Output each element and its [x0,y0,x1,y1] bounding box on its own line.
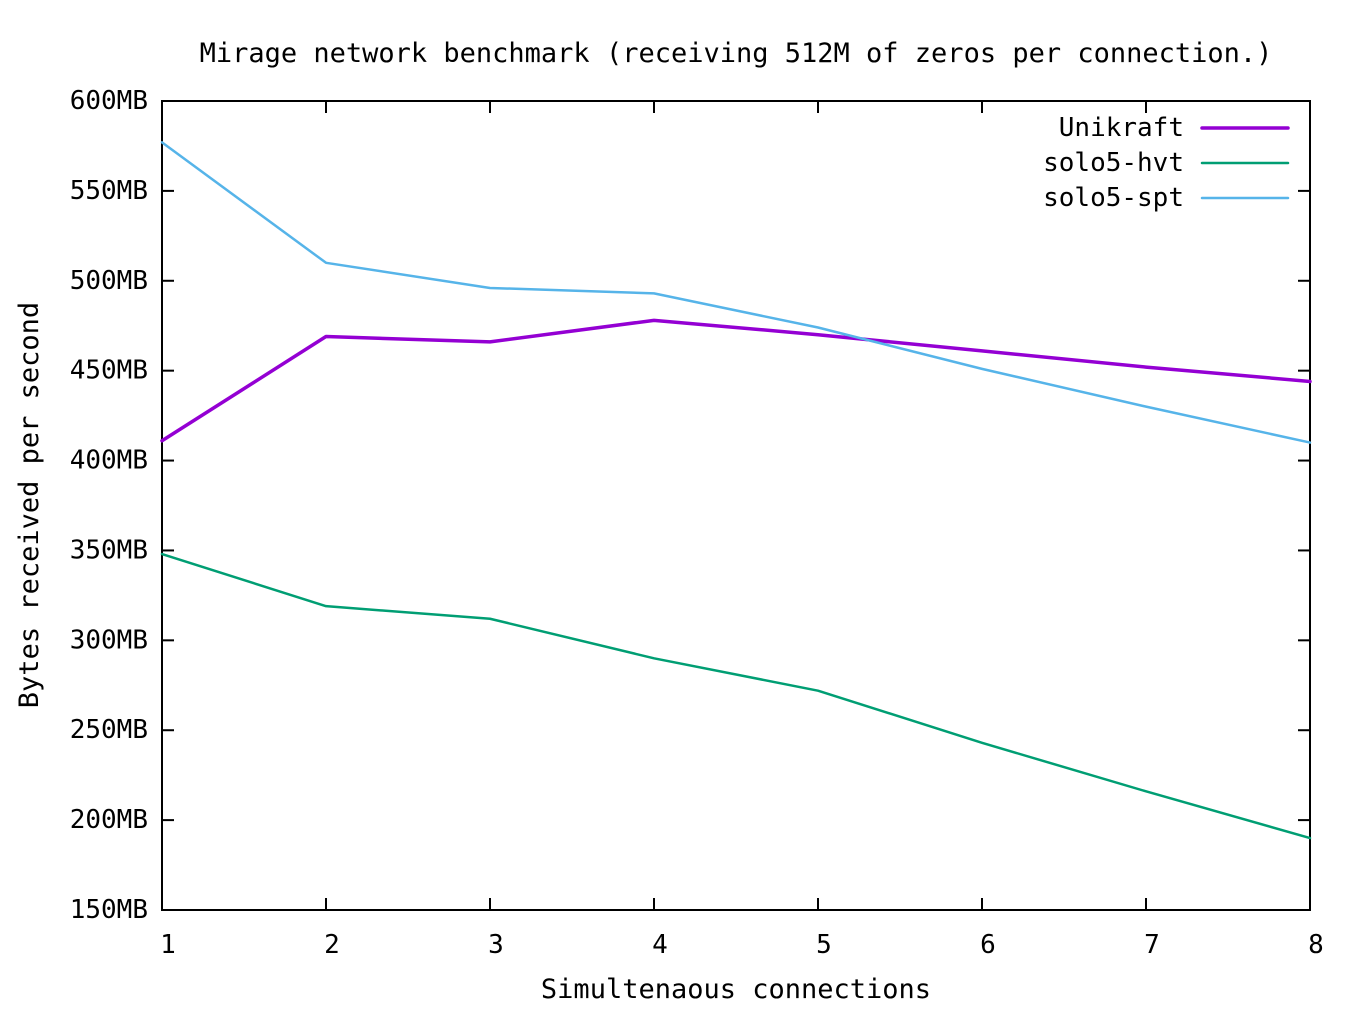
y-tick-label: 150MB [70,895,148,925]
x-tick-label: 7 [1144,930,1160,960]
y-tick-label: 300MB [70,625,148,655]
y-tick-label: 600MB [70,86,148,116]
y-tick-label: 500MB [70,266,148,296]
legend-label: Unikraft [1059,113,1184,143]
y-tick-label: 350MB [70,535,148,565]
y-tick-label: 450MB [70,356,148,386]
x-tick-label: 4 [652,930,668,960]
x-tick-label: 6 [980,930,996,960]
y-tick-label: 400MB [70,446,148,476]
legend-label: solo5-spt [1043,183,1184,213]
series-line-unikraft [160,318,1312,443]
x-tick-label: 1 [160,930,176,960]
x-tick-label: 2 [324,930,340,960]
x-tick-label: 3 [488,930,504,960]
x-axis-label: Simultenaous connections [540,974,932,1005]
x-tick-label: 5 [816,930,832,960]
chart-title: Mirage network benchmark (receiving 512M… [199,38,1273,69]
legend-label: solo5-hvt [1043,148,1184,178]
x-tick-label: 8 [1308,930,1324,960]
y-tick-label: 250MB [70,715,148,745]
y-tick-label: 550MB [70,176,148,206]
series-line-solo5-spt [160,141,1312,444]
plot-border [161,100,1311,911]
series-line-solo5-hvt [160,552,1312,840]
y-tick-label: 200MB [70,805,148,835]
